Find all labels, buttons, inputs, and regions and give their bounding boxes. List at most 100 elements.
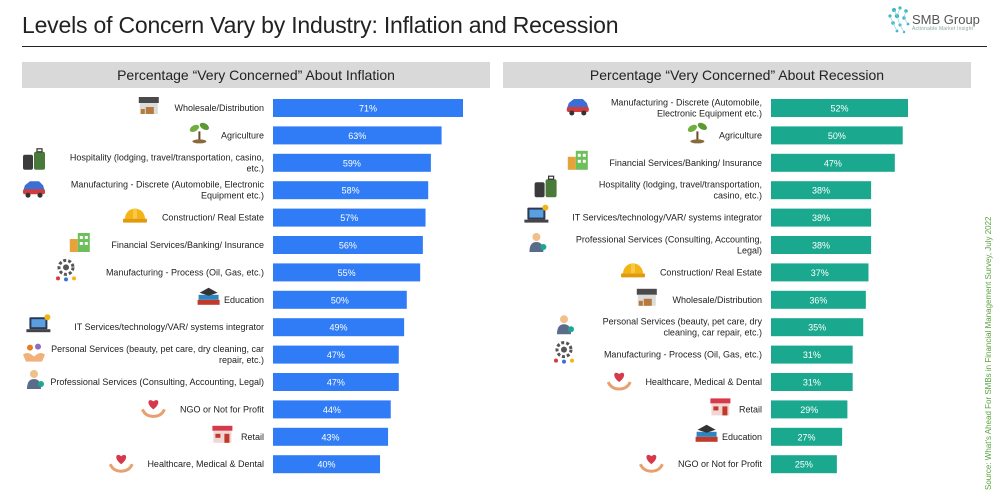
category-label: Retail: [241, 432, 264, 442]
category-label: Hospitality (lodging, travel/transportat…: [599, 180, 762, 201]
category-label: Manufacturing - Discrete (Automobile, El…: [71, 180, 265, 201]
bar: [771, 99, 908, 117]
bar-value-label: 71%: [359, 104, 377, 114]
category-label: Agriculture: [719, 130, 762, 140]
bar-value-label: 38%: [812, 213, 830, 223]
bar-value-label: 31%: [803, 378, 821, 388]
category-label: IT Services/technology/VAR/ systems inte…: [74, 322, 264, 332]
person-icon: [27, 370, 44, 389]
warehouse-icon: [636, 288, 657, 306]
bar-value-label: 37%: [811, 268, 829, 278]
bar: [771, 345, 853, 364]
category-label: Education: [224, 295, 264, 305]
bar-value-label: 47%: [327, 350, 345, 360]
category-label: Healthcare, Medical & Dental: [645, 377, 762, 387]
bar: [273, 345, 399, 364]
bar-value-label: 47%: [824, 158, 842, 168]
bar: [771, 126, 903, 145]
category-label: Manufacturing - Process (Oil, Gas, etc.): [106, 267, 264, 277]
bar-value-label: 40%: [318, 460, 336, 470]
bar-value-label: 25%: [795, 460, 813, 470]
category-label: Financial Services/Banking/ Insurance: [111, 240, 264, 250]
bar: [771, 181, 872, 200]
bar-value-label: 44%: [323, 405, 341, 415]
source-note: Source: What's Ahead For SMBs in Financi…: [984, 216, 993, 490]
bar: [771, 208, 872, 227]
books-icon: [695, 424, 718, 442]
bar: [273, 400, 391, 419]
car-icon: [23, 181, 45, 198]
heart-hand-icon: [141, 400, 166, 418]
bar: [771, 373, 853, 391]
logo-text: SMB Group: [912, 12, 980, 27]
heart-hand-icon: [606, 372, 632, 391]
buildings-icon: [69, 233, 90, 252]
laptop-icon: [26, 314, 51, 333]
gear-icon: [554, 341, 574, 364]
category-label: Personal Services (beauty, pet care, dry…: [603, 317, 763, 338]
bar-value-label: 27%: [798, 432, 816, 442]
bar-value-label: 38%: [812, 241, 830, 251]
category-label: Agriculture: [221, 130, 264, 140]
bar: [273, 208, 426, 227]
category-label: NGO or Not for Profit: [678, 459, 763, 469]
laptop-icon: [524, 204, 549, 223]
bar: [273, 455, 381, 474]
gear-icon: [56, 258, 76, 282]
category-label: NGO or Not for Profit: [180, 404, 265, 414]
luggage-icon: [23, 148, 45, 170]
bar-value-label: 47%: [327, 378, 345, 388]
heart-hand-icon: [639, 454, 664, 473]
books-icon: [197, 287, 220, 305]
person-icon: [557, 315, 574, 335]
category-label: IT Services/technology/VAR/ systems inte…: [572, 213, 762, 223]
category-label: Construction/ Real Estate: [162, 213, 264, 223]
category-label: Personal Services (beauty, pet care, dry…: [51, 344, 264, 365]
category-label: Professional Services (Consulting, Accou…: [576, 235, 762, 256]
category-label: Manufacturing - Discrete (Automobile, Ele…: [611, 98, 762, 119]
category-label: Education: [722, 432, 762, 442]
bar: [273, 181, 429, 200]
bar: [771, 427, 843, 446]
category-label: Retail: [739, 404, 762, 414]
bar: [771, 318, 864, 337]
bar: [771, 263, 869, 282]
bar-value-label: 50%: [331, 295, 349, 305]
plant-icon: [687, 122, 707, 144]
bar-value-label: 52%: [830, 104, 848, 114]
category-label: Healthcare, Medical & Dental: [147, 459, 264, 469]
category-label: Manufacturing - Process (Oil, Gas, etc.): [604, 350, 762, 360]
warehouse-icon: [138, 97, 159, 114]
bar-value-label: 38%: [812, 186, 830, 196]
luggage-icon: [534, 175, 557, 198]
category-label: Construction/ Real Estate: [660, 267, 762, 277]
recession-bar-chart: 52% Manufacturing - Discrete (Automobile,…: [524, 98, 908, 474]
inflation-panel: Percentage “Very Concerned” About Inflat…: [22, 62, 490, 482]
bar-value-label: 43%: [322, 432, 340, 442]
inflation-bar-chart: 71% Wholesale/Distribution 63% Agriculture 5…: [23, 97, 463, 474]
bar-value-label: 56%: [339, 241, 357, 251]
recession-chart-title: Percentage “Very Concerned” About Recess…: [503, 62, 971, 88]
store-icon: [710, 398, 731, 416]
bar-value-label: 63%: [348, 131, 366, 141]
title-rule: [22, 46, 987, 47]
bar-value-label: 31%: [803, 350, 821, 360]
logo-subtext: Actionable Market Insight: [912, 26, 974, 32]
bar: [771, 455, 837, 474]
bar: [273, 99, 463, 117]
heart-hand-icon: [108, 454, 134, 473]
category-label: Wholesale/Distribution: [672, 295, 762, 305]
category-label: Professional Services (Consulting, Accou…: [50, 377, 264, 387]
bar: [273, 263, 421, 282]
bar-value-label: 50%: [828, 131, 846, 141]
person-icon: [529, 233, 547, 252]
bar-value-label: 55%: [338, 268, 356, 278]
plant-icon: [189, 122, 209, 144]
bar: [273, 373, 399, 391]
bar: [273, 153, 431, 172]
smb-group-logo-icon: [888, 6, 910, 34]
bar-value-label: 35%: [808, 323, 826, 333]
bar-value-label: 57%: [340, 213, 358, 223]
bar: [771, 400, 848, 419]
bar: [273, 236, 423, 254]
